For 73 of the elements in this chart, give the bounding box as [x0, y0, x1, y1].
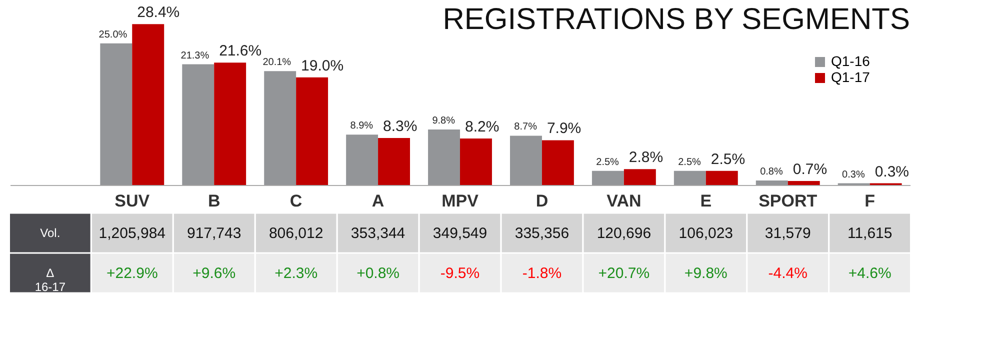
data-label: 21.6% — [219, 42, 262, 60]
bar — [100, 43, 132, 185]
text: +9.6% — [192, 265, 236, 282]
data-label: 0.7% — [792, 161, 828, 178]
x-tick-label: D — [536, 192, 548, 210]
data-label: 8.7% — [514, 122, 538, 133]
data-label: 8.9% — [350, 120, 374, 132]
bar — [592, 170, 624, 185]
bar — [510, 136, 542, 185]
text: 349,549 — [432, 225, 488, 242]
bar — [706, 170, 738, 185]
data-label: 2.5% — [710, 150, 746, 168]
legend-label: Q1-16 — [831, 53, 870, 69]
data-label: 8.2% — [464, 118, 500, 136]
x-tick-label: F — [864, 192, 876, 210]
data-label: 7.9% — [546, 120, 582, 138]
bar — [756, 180, 788, 185]
text: +22.9% — [106, 265, 158, 282]
bar — [378, 138, 410, 185]
text: +9.8% — [684, 265, 728, 282]
text: 917,743 — [186, 225, 242, 242]
text: +2.3% — [274, 265, 318, 282]
x-tick-label: B — [208, 192, 220, 210]
bar — [132, 24, 164, 185]
chart-title: REGISTRATIONS BY SEGMENTS — [442, 3, 910, 36]
bar — [214, 62, 246, 185]
text: Vol. — [40, 226, 60, 240]
text: +0.8% — [356, 265, 400, 282]
bar — [346, 134, 378, 185]
x-tick-label: E — [700, 192, 712, 210]
data-label: 2.5% — [678, 156, 702, 168]
text: 1,205,984 — [98, 225, 166, 242]
bar — [182, 64, 214, 185]
data-label: 2.8% — [628, 149, 664, 166]
text: 353,344 — [350, 225, 406, 242]
x-tick-label: SUV — [114, 192, 150, 210]
data-label: 21.3% — [180, 50, 210, 62]
data-label: 9.8% — [432, 115, 456, 126]
text: Δ 16-17 — [34, 266, 66, 294]
bar — [674, 170, 706, 185]
data-label: 8.3% — [383, 118, 418, 135]
text: 806,012 — [268, 225, 324, 242]
text: 11,615 — [847, 225, 892, 242]
text: -9.5% — [440, 265, 480, 282]
data-label: 20.1% — [262, 57, 292, 68]
bar — [624, 169, 656, 185]
text: +4.6% — [848, 265, 892, 282]
data-label: 0.3% — [874, 163, 910, 180]
data-label: 19.0% — [301, 57, 344, 74]
x-tick-label: MPV — [442, 192, 480, 210]
text: 106,023 — [678, 225, 734, 242]
bar — [296, 77, 328, 185]
text: 335,356 — [514, 225, 570, 242]
legend-label: Q1-17 — [831, 69, 870, 85]
text: 120,696 — [596, 225, 652, 242]
bar — [428, 129, 460, 185]
x-tick-label: SPORT — [758, 192, 818, 210]
data-label: 2.5% — [596, 156, 620, 168]
x-tick-label: C — [290, 192, 302, 210]
bar — [460, 138, 492, 185]
text: -4.4% — [768, 265, 808, 282]
text: -1.8% — [522, 265, 562, 282]
data-label: 25.0% — [98, 29, 128, 40]
data-label: 0.3% — [842, 169, 865, 180]
data-label: 0.8% — [760, 166, 783, 178]
bar — [264, 71, 296, 185]
data-label: 28.4% — [137, 4, 180, 22]
bar — [788, 181, 820, 185]
text: 31,579 — [764, 225, 811, 242]
bar — [542, 140, 574, 185]
x-tick-label: VAN — [606, 192, 642, 210]
text: +20.7% — [598, 265, 650, 282]
x-tick-label: A — [372, 192, 384, 210]
